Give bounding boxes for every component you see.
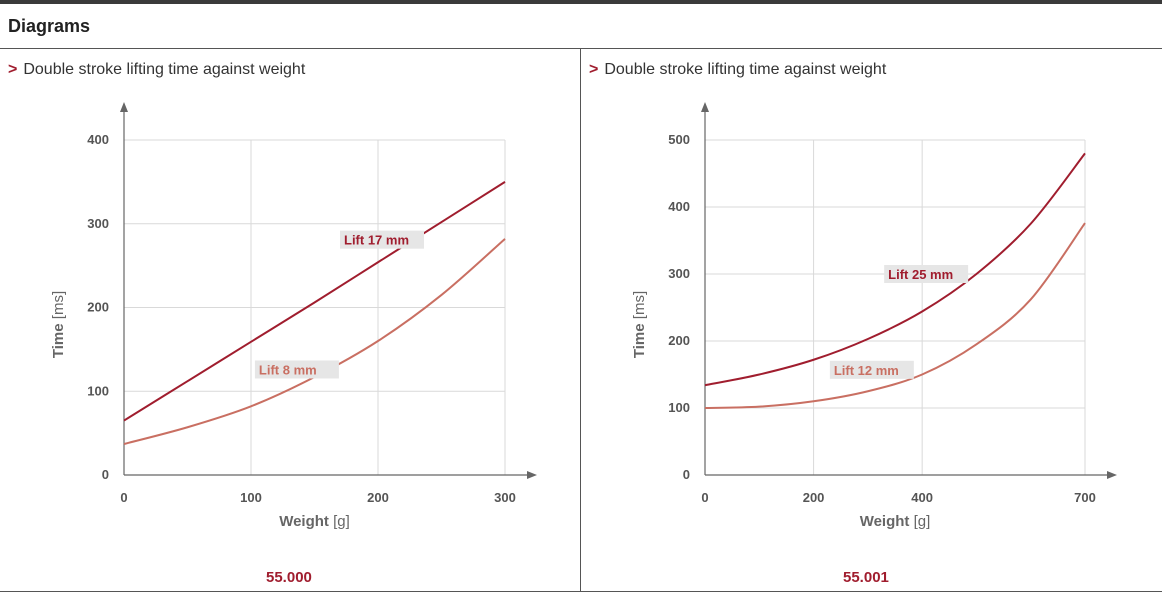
series-label: Lift 8 mm xyxy=(254,360,339,379)
top-rule xyxy=(0,0,1162,4)
series-line xyxy=(704,152,1086,387)
panel-heading: > Double stroke lifting time against weig… xyxy=(589,61,886,79)
series-label-text: Lift 12 mm xyxy=(834,363,899,378)
y-axis-title: Time [ms] xyxy=(50,291,67,358)
x-axis-arrow-icon xyxy=(527,471,537,479)
x-tick-label: 0 xyxy=(701,490,708,505)
y-axis-title: Time [ms] xyxy=(631,291,648,358)
series-label-text: Lift 25 mm xyxy=(888,267,953,282)
y-tick-label: 0 xyxy=(683,467,690,482)
y-tick-label: 400 xyxy=(668,199,690,214)
panel-heading-text: Double stroke lifting time against weigh… xyxy=(23,61,306,78)
line-chart-55001: 0 100 200 300 400 500 0 200 400 700 Weight [g] Time… xyxy=(631,102,1117,530)
series-label-bg xyxy=(254,360,339,379)
line-chart-55000: 0 100 200 300 400 0 100 200 300 Weight [g] Time [m… xyxy=(50,102,537,530)
series-label-text: Lift 17 mm xyxy=(344,233,409,248)
y-tick-label: 100 xyxy=(87,383,109,398)
series-label-text: Lift 8 mm xyxy=(259,362,317,377)
panel-heading: > Double stroke lifting time against weig… xyxy=(8,61,305,79)
y-tick-label: 400 xyxy=(87,132,109,147)
panel-divider xyxy=(580,49,581,591)
y-tick-label: 300 xyxy=(668,266,690,281)
y-tick-label: 200 xyxy=(668,333,690,348)
series-line xyxy=(123,238,506,445)
x-tick-label: 200 xyxy=(803,490,825,505)
y-tick-label: 300 xyxy=(87,216,109,231)
bottom-rule xyxy=(0,591,1162,592)
x-tick-label: 100 xyxy=(240,490,262,505)
chevron-right-icon: > xyxy=(8,61,18,78)
y-tick-label: 200 xyxy=(87,300,109,315)
product-code: 55.001 xyxy=(843,569,889,586)
series-line xyxy=(704,222,1086,409)
x-axis-arrow-icon xyxy=(1107,471,1117,479)
diagram-panel-left: > Double stroke lifting time against weig… xyxy=(0,49,580,591)
chevron-right-icon: > xyxy=(589,61,599,78)
product-code: 55.000 xyxy=(266,569,312,586)
series-label: Lift 25 mm xyxy=(884,265,969,283)
x-tick-label: 400 xyxy=(911,490,933,505)
x-axis-title: Weight [g] xyxy=(279,513,350,530)
x-tick-label: 700 xyxy=(1074,490,1096,505)
section-title: Diagrams xyxy=(8,16,91,36)
y-tick-label: 100 xyxy=(668,400,690,415)
series-label-bg xyxy=(829,360,914,379)
y-tick-label: 500 xyxy=(668,132,690,147)
header-rule xyxy=(0,48,1162,49)
series-label: Lift 12 mm xyxy=(829,360,914,379)
x-tick-label: 300 xyxy=(494,490,516,505)
series-line xyxy=(123,181,506,422)
series-label-bg xyxy=(340,230,424,249)
series-label-bg xyxy=(884,265,969,283)
y-tick-label: 0 xyxy=(102,467,109,482)
y-axis-arrow-icon xyxy=(701,102,709,112)
x-axis-title: Weight [g] xyxy=(860,513,931,530)
series-label: Lift 17 mm xyxy=(340,230,424,249)
y-axis-arrow-icon xyxy=(120,102,128,112)
diagram-panel-right: > Double stroke lifting time against weig… xyxy=(581,49,1161,591)
panel-heading-text: Double stroke lifting time against weigh… xyxy=(604,61,887,78)
x-tick-label: 0 xyxy=(120,490,127,505)
x-tick-label: 200 xyxy=(367,490,389,505)
